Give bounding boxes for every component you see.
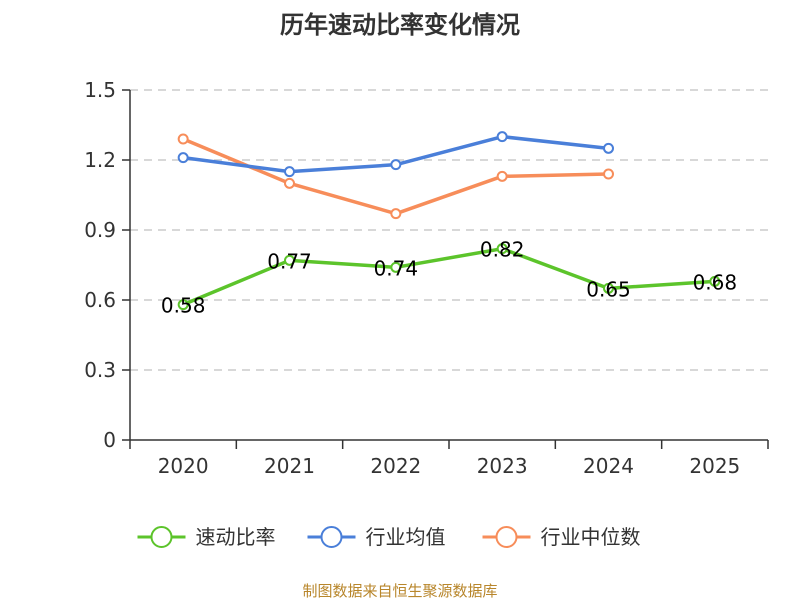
- x-tick-label: 2020: [158, 454, 209, 478]
- y-tick-label: 0.6: [84, 288, 116, 312]
- data-label: 0.68: [693, 270, 738, 294]
- source-note: 制图数据来自恒生聚源数据库: [302, 582, 497, 600]
- x-tick-label: 2025: [689, 454, 740, 478]
- grid: [130, 89, 768, 371]
- data-point[interactable]: [390, 208, 402, 220]
- legend[interactable]: 速动比率 行业均值 行业中位数: [137, 525, 641, 549]
- data-point[interactable]: [603, 168, 614, 180]
- data-point[interactable]: [496, 170, 508, 182]
- data-point[interactable]: [284, 254, 295, 266]
- legend-label: 行业均值: [366, 525, 446, 549]
- x-tick-label: 2024: [583, 454, 634, 478]
- x-tick-label: 2021: [264, 454, 315, 478]
- series: [177, 131, 721, 311]
- data-labels: 0.58 0.77 0.74 0.82 0.65 0.68: [161, 238, 737, 318]
- legend-marker: [150, 526, 173, 548]
- series-line: [181, 137, 611, 216]
- y-tick-label: 1.5: [84, 78, 116, 102]
- data-point[interactable]: [603, 142, 614, 154]
- data-point[interactable]: [284, 177, 295, 189]
- legend-item[interactable]: 速动比率: [137, 525, 276, 549]
- data-point[interactable]: [390, 261, 402, 273]
- series-0: [177, 243, 721, 311]
- data-point[interactable]: [603, 282, 614, 294]
- series-2: [177, 133, 614, 220]
- data-label: 0.82: [480, 238, 525, 262]
- data-label: 0.58: [161, 294, 206, 318]
- legend-marker: [320, 526, 343, 548]
- data-point[interactable]: [177, 133, 189, 145]
- data-point[interactable]: [284, 166, 295, 178]
- data-label: 0.74: [374, 256, 419, 280]
- data-label: 0.77: [267, 249, 312, 273]
- legend-marker: [495, 526, 518, 548]
- data-point[interactable]: [496, 131, 508, 143]
- y-tick-label: 0: [103, 428, 116, 452]
- x-tick-label: 2023: [477, 454, 528, 478]
- legend-item[interactable]: 行业均值: [307, 525, 446, 549]
- data-point[interactable]: [177, 299, 189, 311]
- data-point[interactable]: [496, 243, 508, 255]
- data-point[interactable]: [177, 152, 189, 164]
- x-tick-label: 2022: [370, 454, 421, 478]
- y-tick-label: 0.9: [84, 218, 116, 242]
- legend-item[interactable]: 行业中位数: [482, 525, 641, 549]
- legend-label: 行业中位数: [541, 525, 641, 549]
- series-1: [177, 131, 614, 178]
- data-point[interactable]: [709, 275, 721, 287]
- chart-title: 历年速动比率变化情况: [280, 11, 520, 39]
- series-line: [181, 246, 717, 307]
- data-point[interactable]: [390, 159, 402, 171]
- legend-label: 速动比率: [196, 525, 276, 549]
- axes: 0 0.3 0.6 0.9 1.2 1.5 2020 2021 2022 2023 2024 2025: [84, 78, 769, 478]
- y-tick-label: 0.3: [84, 358, 116, 382]
- data-label: 0.65: [586, 277, 631, 301]
- y-tick-label: 1.2: [84, 148, 116, 172]
